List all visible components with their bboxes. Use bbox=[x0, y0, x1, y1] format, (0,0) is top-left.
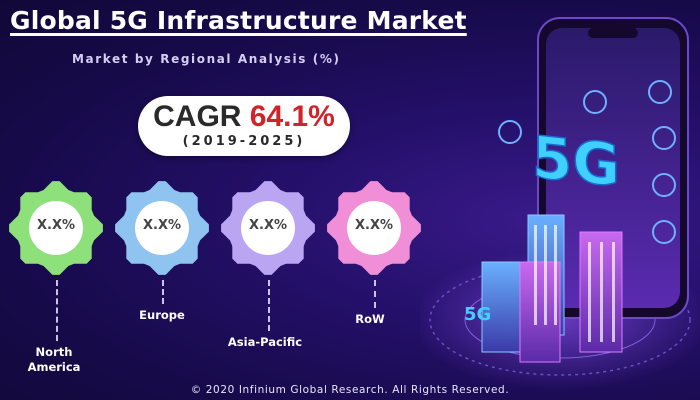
copyright-footer: © 2020 Infinium Global Research. All Rig… bbox=[190, 384, 510, 396]
region-label-row: RoW bbox=[355, 312, 385, 326]
gear-asia-pacific: X.X% bbox=[220, 180, 316, 276]
connector-row bbox=[374, 280, 376, 308]
cagr-badge: CAGR 64.1% (2019-2025) bbox=[138, 96, 350, 156]
wifi-icon bbox=[583, 90, 607, 114]
region-label-asia-pacific: Asia-Pacific bbox=[227, 335, 303, 349]
gear-north-america: X.X% bbox=[8, 180, 104, 276]
connector-asia-pacific bbox=[268, 280, 270, 331]
gear-center-row bbox=[347, 201, 401, 255]
gear-row: X.X% bbox=[326, 180, 422, 276]
region-label-europe: Europe bbox=[139, 308, 185, 322]
signal-icon bbox=[652, 220, 676, 244]
building-front bbox=[519, 261, 561, 363]
share-value-row: X.X% bbox=[354, 218, 393, 233]
cagr-period: (2019-2025) bbox=[182, 134, 306, 149]
gear-shape-north-america bbox=[9, 181, 103, 275]
cagr-value: 64.1% bbox=[249, 100, 335, 133]
platform-ring-outer bbox=[429, 264, 691, 376]
share-value-europe: X.X% bbox=[142, 218, 181, 233]
share-value-asia-pacific: X.X% bbox=[248, 218, 287, 233]
gear-shape-row bbox=[327, 181, 421, 275]
page-title: Global 5G Infrastructure Market bbox=[10, 6, 467, 35]
cagr-label: CAGR bbox=[153, 100, 242, 133]
forward-icon bbox=[498, 120, 522, 144]
gear-shape-asia-pacific bbox=[221, 181, 315, 275]
page-subtitle: Market by Regional Analysis (%) bbox=[72, 52, 341, 66]
gear-europe: X.X% bbox=[114, 180, 210, 276]
gear-center-asia-pacific bbox=[241, 201, 295, 255]
5g-city-illustration: 5G 5G bbox=[420, 17, 700, 390]
phone-call-icon bbox=[652, 173, 676, 197]
building-left bbox=[481, 261, 521, 353]
badge-5g-large: 5G bbox=[532, 123, 620, 200]
connector-europe bbox=[162, 280, 164, 304]
building-windows bbox=[534, 225, 615, 342]
gear-setting-icon bbox=[652, 126, 676, 150]
phone-notch bbox=[588, 28, 638, 38]
cagr-line: CAGR 64.1% bbox=[138, 100, 350, 134]
share-value-north-america: X.X% bbox=[36, 218, 75, 233]
region-label-north-america: North America bbox=[27, 345, 81, 374]
badge-5g-small: 5G bbox=[464, 304, 491, 325]
connector-north-america bbox=[56, 280, 58, 341]
gear-center-north-america bbox=[29, 201, 83, 255]
play-icon bbox=[648, 80, 672, 104]
gear-shape-europe bbox=[115, 181, 209, 275]
gear-center-europe bbox=[135, 201, 189, 255]
